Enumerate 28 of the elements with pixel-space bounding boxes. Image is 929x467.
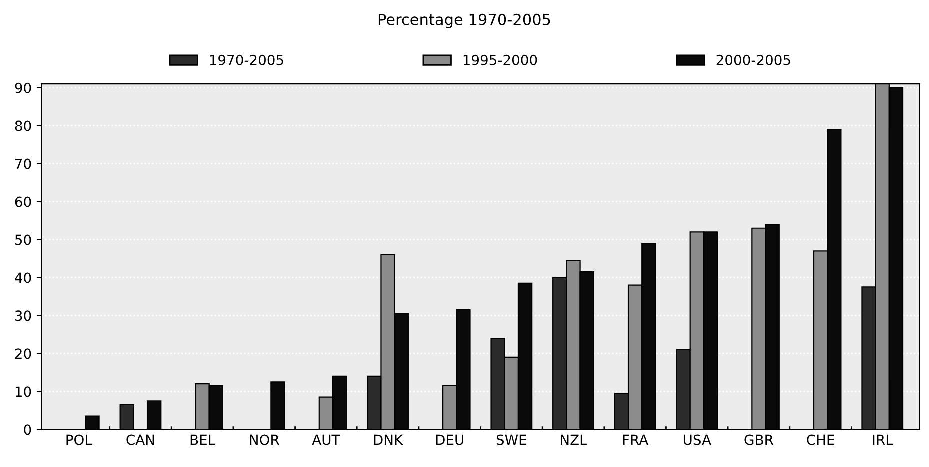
x-tick-label: USA: [684, 434, 712, 446]
x-tick-label: GBR: [744, 434, 774, 446]
y-tick-label: 10: [16, 386, 32, 398]
x-tick-label: CAN: [126, 434, 154, 446]
y-tick-label: 60: [15, 196, 32, 208]
y-tick-label: 40: [15, 272, 32, 284]
x-tick-label: BEL: [190, 434, 216, 446]
y-tick-label: 50: [15, 234, 32, 246]
x-tick-label: DNK: [374, 434, 404, 446]
x-tick-label: AUT: [312, 434, 340, 446]
x-tick-label: NZL: [561, 434, 588, 446]
y-tick-label: 30: [15, 310, 32, 322]
y-tick-label: 0: [24, 424, 32, 436]
y-tick-label: 80: [15, 120, 32, 132]
x-tick-label: FRA: [623, 434, 648, 446]
x-tick-label: NOR: [250, 434, 280, 446]
chart-title: Percentage 1970-2005: [378, 14, 550, 28]
y-tick-label: 20: [15, 348, 32, 360]
x-tick-label: POL: [66, 434, 92, 446]
legend-label: 2000-2005: [716, 54, 790, 66]
y-tick-label: 70: [16, 158, 32, 170]
x-tick-label: SWE: [496, 434, 526, 446]
x-tick-label: CHE: [807, 434, 834, 446]
x-tick-label: DEU: [436, 434, 464, 446]
legend-label: 1970-2005: [210, 54, 284, 66]
x-tick-label: IRL: [873, 434, 894, 446]
legend-label: 1995-2000: [464, 54, 538, 66]
y-tick-label: 90: [15, 82, 32, 94]
